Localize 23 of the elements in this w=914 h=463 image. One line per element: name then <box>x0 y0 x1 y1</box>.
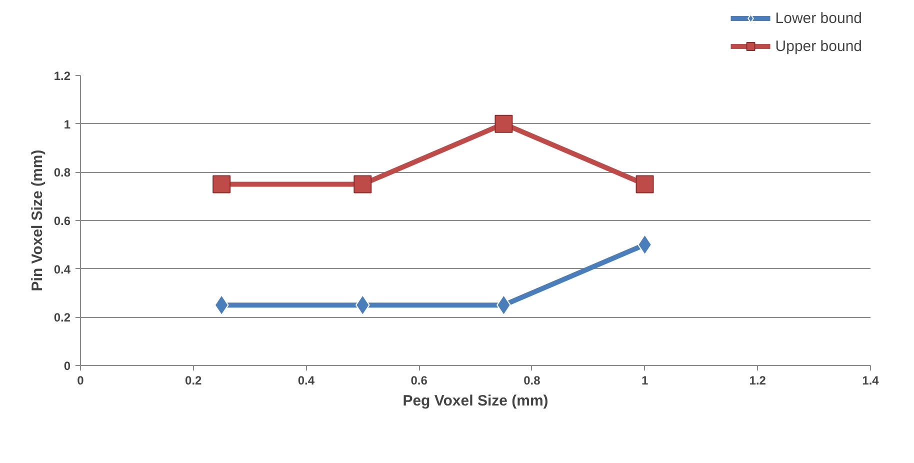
x-tick-label: 0.8 <box>524 374 541 388</box>
y-tick-label: 0.8 <box>54 166 71 180</box>
point <box>636 175 654 194</box>
y-tick-label: 0 <box>64 359 71 373</box>
y-tick-label: 0.4 <box>54 262 71 276</box>
y-tick-label: 1 <box>64 117 71 132</box>
x-tick-label: 1 <box>641 374 648 388</box>
y-tick-label: 0.6 <box>54 214 71 228</box>
legend-label: Lower bound <box>775 10 862 26</box>
y-tick-label: 0.2 <box>54 310 71 325</box>
x-tick-label: 0.6 <box>410 374 428 388</box>
point <box>354 175 372 194</box>
y-axis-title: Pin Voxel Size (mm) <box>28 150 46 292</box>
point <box>212 175 231 194</box>
x-tick-label: 1.2 <box>749 374 766 388</box>
x-tick-label: 0.4 <box>298 374 315 388</box>
x-axis-title: Peg Voxel Size (mm) <box>402 392 548 410</box>
x-tick-label: 0 <box>77 374 84 388</box>
legend-label: Upper bound <box>775 38 862 54</box>
point <box>494 114 513 133</box>
x-tick-label: 1.4 <box>862 374 880 388</box>
y-tick-label: 1.2 <box>54 69 71 83</box>
x-tick-label: 0.2 <box>185 374 202 388</box>
